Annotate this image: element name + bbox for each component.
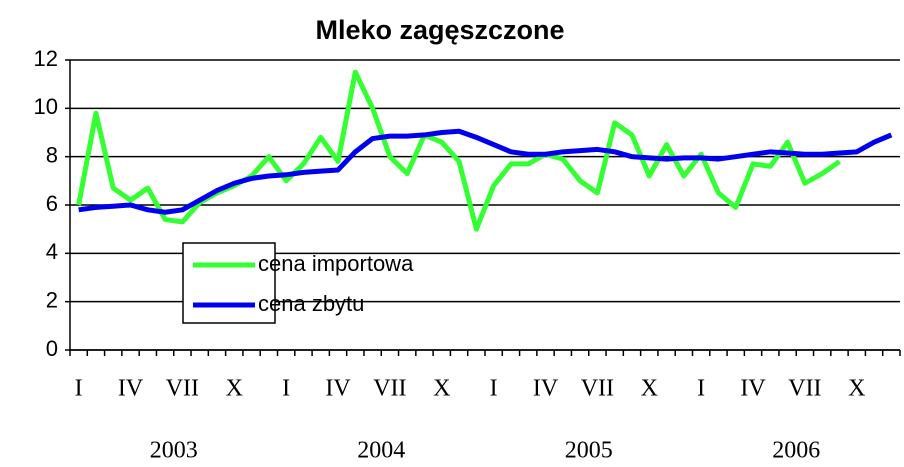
year-label: 2004 (357, 438, 405, 464)
legend-label: cena importowa (258, 251, 414, 276)
x-tick-label: IV (740, 376, 766, 402)
y-tick-label: 4 (46, 239, 58, 264)
y-tick-label: 6 (46, 191, 58, 216)
year-label: 2006 (772, 438, 820, 464)
x-tick-label: IV (325, 376, 351, 402)
x-tick-label: I (490, 376, 498, 402)
x-tick-label: VII (373, 376, 406, 402)
y-tick-label: 0 (46, 336, 58, 361)
y-tick-label: 8 (46, 142, 58, 167)
x-tick-label: IV (533, 376, 559, 402)
x-tick-label: IV (118, 376, 144, 402)
y-tick-label: 2 (46, 287, 58, 312)
x-tick-label: I (697, 376, 705, 402)
x-tick-label: X (641, 376, 658, 402)
x-tick-label: VII (581, 376, 614, 402)
x-tick-label: X (848, 376, 865, 402)
y-tick-label: 10 (34, 94, 58, 119)
series-line (78, 128, 893, 215)
y-tick-label: 12 (34, 46, 58, 71)
x-tick-label: I (282, 376, 290, 402)
legend-box (182, 242, 276, 324)
legend-label: cena zbytu (258, 291, 364, 316)
x-tick-label: VII (166, 376, 199, 402)
x-tick-label: X (226, 376, 243, 402)
x-tick-label: VII (788, 376, 821, 402)
year-label: 2005 (565, 438, 613, 464)
year-label: 2003 (150, 438, 198, 464)
x-tick-label: X (433, 376, 450, 402)
chart-title: Mleko zagęszczone (315, 15, 564, 45)
x-tick-label: I (75, 376, 83, 402)
